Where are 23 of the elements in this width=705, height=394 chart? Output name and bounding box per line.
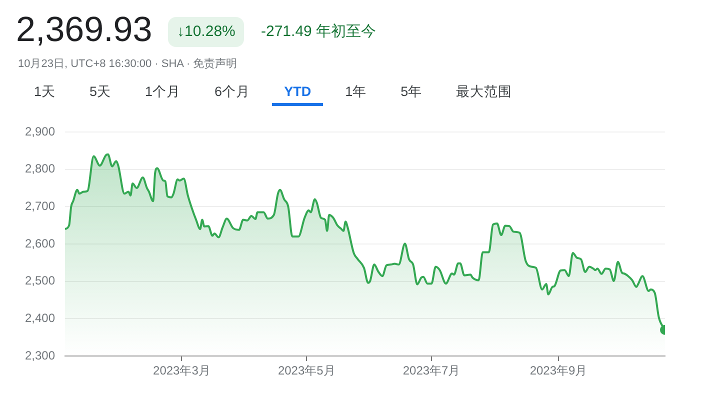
y-tick-label: 2,800 bbox=[24, 162, 56, 176]
text: YTD bbox=[272, 82, 324, 106]
y-tick-label: 2,400 bbox=[24, 310, 56, 325]
text: 1个月 bbox=[144, 83, 182, 101]
y-tick-label: 2,600 bbox=[24, 236, 56, 250]
text: 最大范围 bbox=[455, 83, 514, 101]
y-tick-label: 2,900 bbox=[24, 124, 56, 138]
chart-subtitle: 10月23日, UTC+8 16:30:00 · SHA · 免责声明 bbox=[18, 56, 238, 71]
text: 5年 bbox=[400, 83, 424, 101]
text: 6个月 bbox=[214, 83, 252, 101]
text: ↓10.28% bbox=[168, 17, 244, 47]
y-tick-label: 2,500 bbox=[24, 274, 56, 288]
text: 1年 bbox=[344, 83, 368, 101]
x-tick-label: 2023年3月 bbox=[153, 364, 210, 378]
x-tick-label: 2023年9月 bbox=[530, 364, 588, 378]
text: 5天 bbox=[88, 83, 112, 101]
text: 1天 bbox=[33, 83, 57, 101]
text: -271.49 年初至今 bbox=[261, 22, 376, 41]
y-tick-label: 2,700 bbox=[24, 198, 56, 213]
x-tick-label: 2023年7月 bbox=[402, 364, 460, 378]
chart-title: 2,369.93 bbox=[16, 10, 152, 50]
y-tick-label: 2,300 bbox=[24, 348, 56, 362]
x-tick-label: 2023年5月 bbox=[278, 364, 336, 378]
